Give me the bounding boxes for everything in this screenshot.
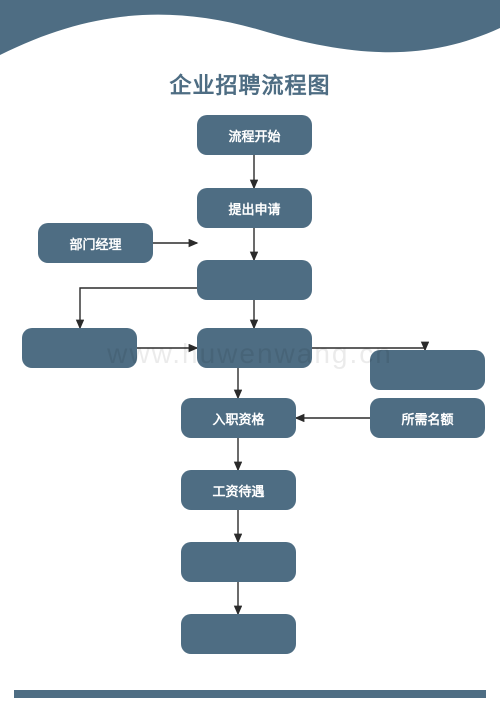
flow-node-blankB1 <box>181 542 296 582</box>
flow-node-start: 流程开始 <box>197 115 312 155</box>
wave-path <box>0 0 500 55</box>
flow-node-salary: 工资待遇 <box>181 470 296 510</box>
flow-node-mgr: 部门经理 <box>38 223 153 263</box>
flow-node-review <box>197 328 312 368</box>
flow-node-hr <box>197 260 312 300</box>
flow-edge-hr-left-blankL <box>80 288 197 328</box>
flow-node-apply: 提出申请 <box>197 188 312 228</box>
footer-bar <box>14 690 486 698</box>
page-title: 企业招聘流程图 <box>0 68 500 100</box>
header-wave <box>0 0 500 70</box>
flow-node-blankB2 <box>181 614 296 654</box>
flow-node-quotaTop <box>370 350 485 390</box>
flow-node-qualify: 入职资格 <box>181 398 296 438</box>
flow-node-blankL <box>22 328 137 368</box>
flow-node-quota: 所需名额 <box>370 398 485 438</box>
